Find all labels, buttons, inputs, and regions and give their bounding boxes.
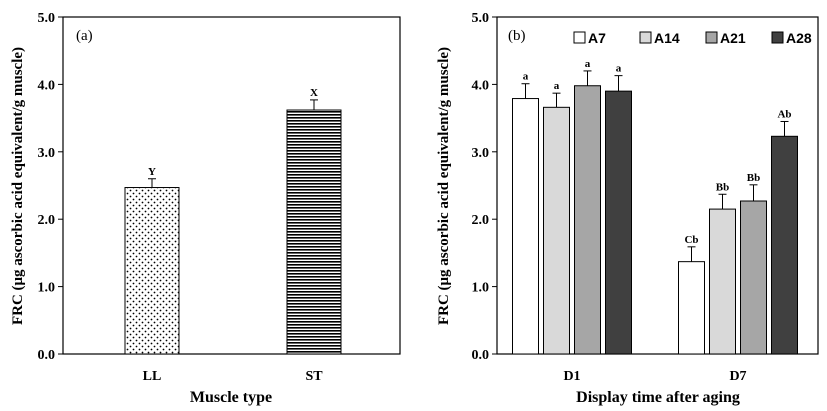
panel-a-label: (a) bbox=[76, 28, 93, 44]
panel-b-significance-label: Cb bbox=[684, 234, 698, 246]
panel-a-y-tick-label: 3.0 bbox=[38, 146, 56, 161]
legend-swatch-a14 bbox=[639, 31, 652, 44]
panel-b-x-tick-label: D7 bbox=[729, 369, 746, 384]
panel-a: (a) Muscle type FRC (μg ascorbic acid eq… bbox=[10, 11, 401, 406]
panel-b-bar-a14-d7 bbox=[709, 208, 736, 355]
legend-label-a21: A21 bbox=[720, 30, 746, 46]
panel-b-y-tick-label: 2.0 bbox=[472, 213, 490, 228]
panel-a-x-tick-label: ST bbox=[305, 369, 323, 384]
panel-b-bar-a28-d1 bbox=[605, 90, 632, 355]
panel-a-y-tick-label: 1.0 bbox=[38, 281, 56, 296]
panel-b-significance-label: a bbox=[585, 58, 591, 70]
panel-a-x-tick-label: LL bbox=[143, 369, 162, 384]
panel-b-significance-label: Ab bbox=[777, 108, 791, 120]
panel-a-y-tick-label: 2.0 bbox=[38, 213, 56, 228]
panel-b-legend: A7 A14 A21 A28 bbox=[573, 30, 812, 46]
legend-label-a7: A7 bbox=[588, 30, 606, 46]
panel-a-bar-st bbox=[286, 109, 342, 355]
panel-b-x-tick-label: D1 bbox=[563, 369, 580, 384]
panel-b-y-axis-title: FRC (μg ascorbic acid equivalent/g muscl… bbox=[436, 47, 452, 325]
panel-b-y-tick-label: 4.0 bbox=[472, 78, 490, 93]
panel-b-y-tick-label: 5.0 bbox=[472, 11, 490, 26]
panel-a-significance-label: X bbox=[310, 87, 318, 99]
panel-b-label: (b) bbox=[508, 28, 526, 44]
panel-b-significance-label: Bb bbox=[716, 181, 729, 193]
panel-a-y-axis-title: FRC (μg ascorbic acid equivalent/g muscl… bbox=[10, 47, 26, 325]
panel-b-y-tick-label: 3.0 bbox=[472, 146, 490, 161]
panel-b-plot-frame bbox=[496, 16, 819, 355]
panel-b-y-tick-label: 1.0 bbox=[472, 281, 490, 296]
legend-swatch-a21 bbox=[705, 31, 718, 44]
panel-b-significance-label: Bb bbox=[747, 172, 760, 184]
panel-a-y-tick-label: 0.0 bbox=[38, 348, 56, 363]
panel-b-bar-a21-d1 bbox=[574, 85, 601, 355]
legend-swatch-a28 bbox=[771, 31, 784, 44]
panel-a-plot-frame bbox=[62, 16, 401, 355]
panel-b-bar-a7-d7 bbox=[678, 261, 705, 355]
panel-a-y-tick-label: 4.0 bbox=[38, 78, 56, 93]
panel-b-bar-a7-d1 bbox=[512, 98, 539, 355]
panel-b-y-tick-label: 0.0 bbox=[472, 348, 490, 363]
panel-a-x-axis-title: Muscle type bbox=[190, 389, 272, 406]
panel-b-bar-a14-d1 bbox=[543, 106, 570, 355]
legend-label-a14: A14 bbox=[654, 30, 680, 46]
panel-b: (b) Display time after aging FRC (μg asc… bbox=[436, 11, 819, 406]
panel-b-significance-label: a bbox=[616, 63, 622, 75]
panel-a-y-tick-label: 5.0 bbox=[38, 11, 56, 26]
panel-b-significance-label: a bbox=[554, 80, 560, 92]
panel-b-bar-a28-d7 bbox=[771, 135, 798, 355]
panel-b-significance-label: a bbox=[523, 71, 529, 83]
legend-label-a28: A28 bbox=[786, 30, 812, 46]
panel-b-bar-a21-d7 bbox=[740, 200, 767, 355]
panel-b-x-axis-title: Display time after aging bbox=[576, 389, 740, 406]
legend-swatch-a7 bbox=[573, 31, 586, 44]
panel-a-significance-label: Y bbox=[148, 166, 156, 178]
panel-a-bar-ll bbox=[124, 187, 180, 355]
